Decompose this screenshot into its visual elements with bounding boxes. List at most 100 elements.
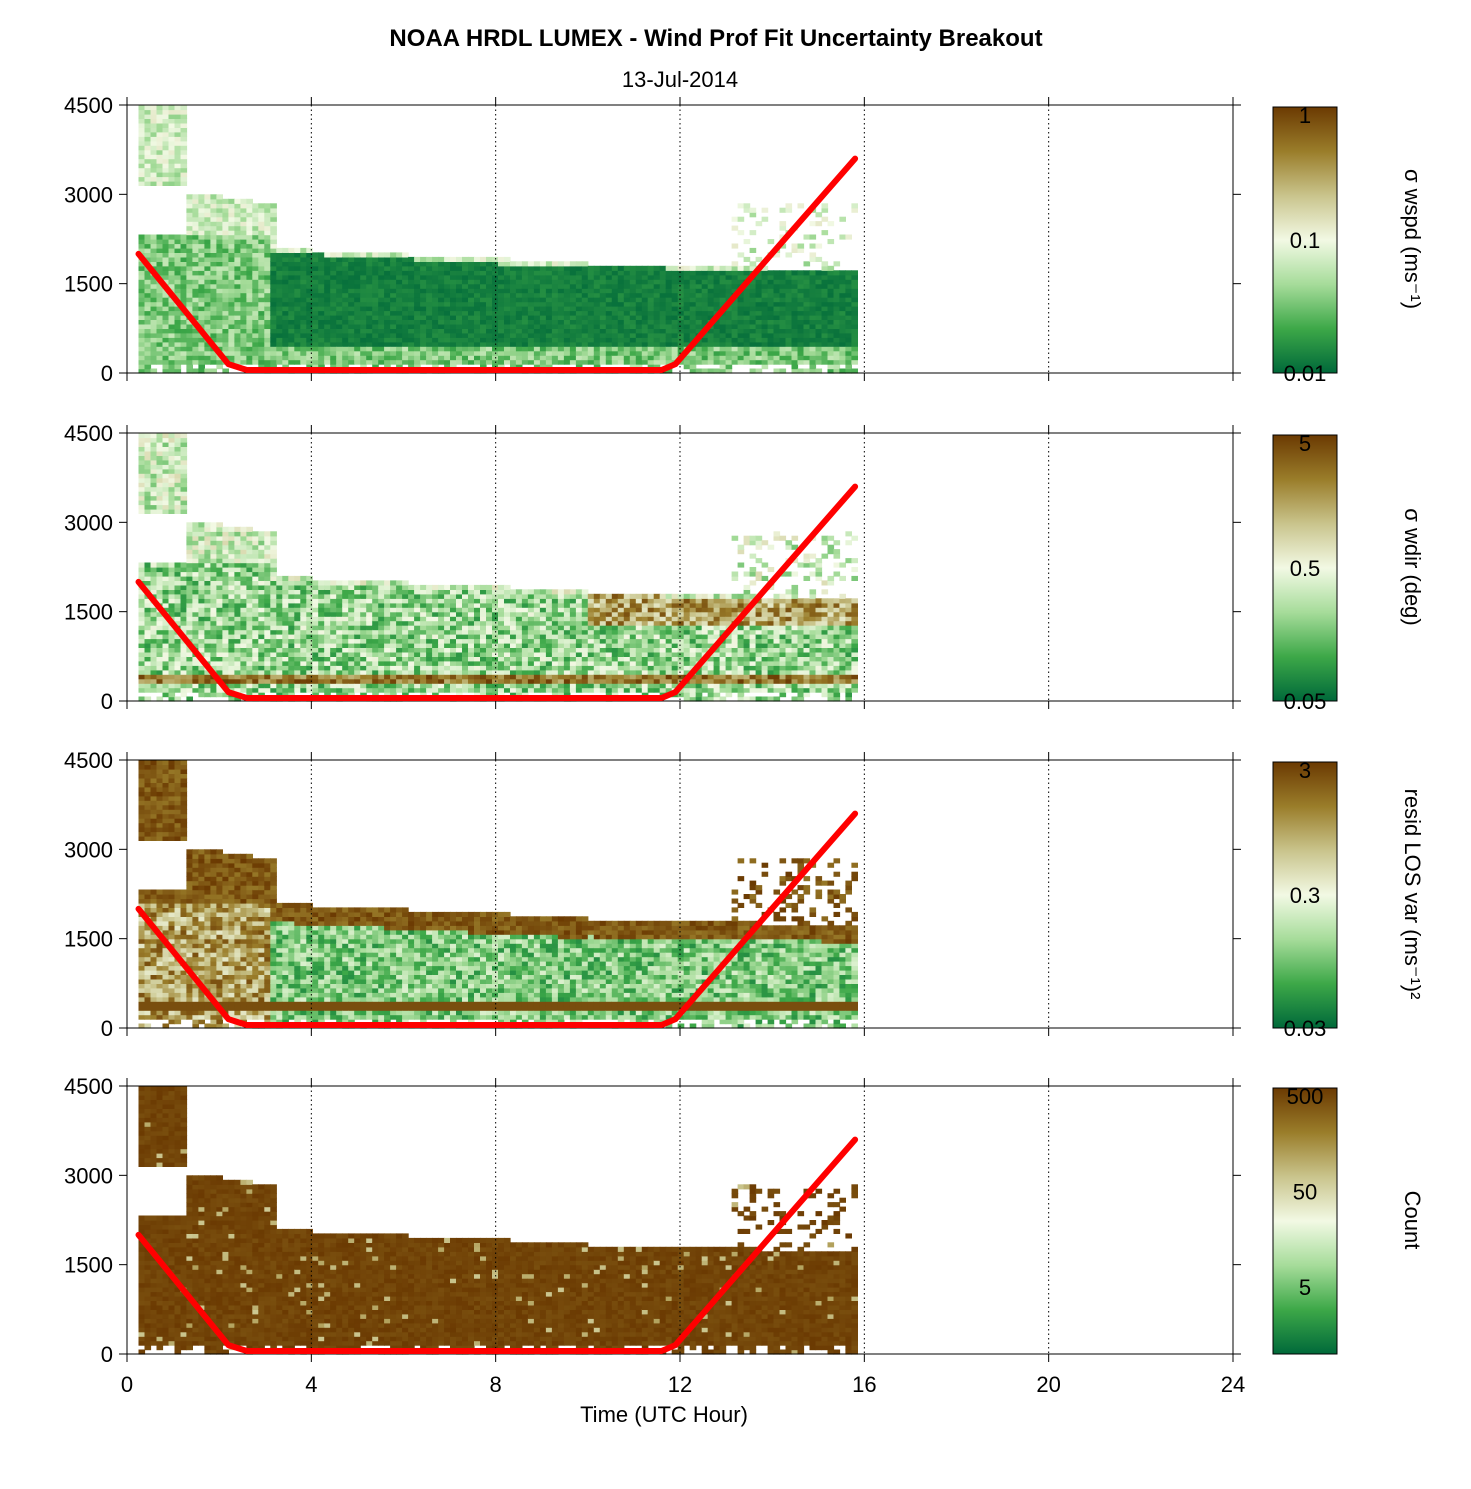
heatmap-cell — [456, 341, 463, 347]
heatmap-cell — [204, 616, 211, 622]
heatmap-cell — [384, 314, 391, 320]
heatmap-cell — [737, 310, 745, 316]
heatmap-cell — [468, 297, 475, 303]
heatmap-cell — [515, 265, 523, 271]
heatmap-cell — [557, 346, 565, 352]
heatmap-cell — [402, 306, 409, 312]
heatmap-cell — [402, 252, 409, 258]
heatmap-cell — [318, 337, 325, 343]
heatmap-cell — [486, 306, 493, 312]
heatmap-cell — [156, 441, 164, 447]
heatmap-cell — [186, 341, 193, 347]
heatmap-cell — [384, 252, 391, 258]
heatmap-cell — [222, 328, 229, 334]
heatmap-cell — [527, 328, 535, 334]
heatmap-cell — [504, 279, 511, 285]
heatmap-cell — [198, 544, 205, 550]
heatmap-cell — [168, 256, 176, 262]
heatmap-cell — [545, 274, 553, 280]
heatmap-cell — [234, 270, 241, 276]
heatmap-cell — [611, 292, 619, 298]
heatmap-cell — [402, 319, 409, 325]
heatmap-cell — [294, 660, 301, 666]
heatmap-cell — [288, 310, 295, 316]
heatmap-cell — [312, 687, 319, 693]
heatmap-cell — [198, 323, 205, 329]
heatmap-cell — [414, 598, 421, 604]
heatmap-cell — [204, 611, 211, 617]
heatmap-cell — [186, 198, 193, 204]
heatmap-cell — [671, 310, 679, 316]
heatmap-cell — [342, 638, 349, 644]
heatmap-cell — [234, 535, 241, 541]
heatmap-cell — [342, 274, 349, 280]
heatmap-cell — [228, 212, 235, 218]
heatmap-cell — [168, 109, 176, 115]
heatmap-cell — [180, 642, 188, 648]
heatmap-cell — [402, 607, 409, 613]
heatmap-cell — [168, 495, 176, 501]
heatmap-cell — [216, 261, 223, 267]
heatmap-cell — [845, 283, 852, 289]
heatmap-cell — [324, 292, 331, 298]
heatmap-cell — [204, 310, 211, 316]
heatmap-cell — [336, 687, 343, 693]
heatmap-cell — [240, 553, 247, 559]
heatmap-cell — [258, 638, 265, 644]
heatmap-cell — [378, 288, 385, 294]
heatmap-cell — [222, 288, 229, 294]
heatmap-cell — [264, 279, 271, 285]
heatmap-cell — [605, 306, 613, 312]
heatmap-cell — [204, 194, 211, 200]
heatmap-cell — [150, 571, 158, 577]
heatmap-cell — [192, 207, 199, 213]
heatmap-cell — [575, 341, 583, 347]
heatmap-cell — [342, 341, 349, 347]
heatmap-cell — [641, 341, 649, 347]
heatmap-cell — [222, 319, 229, 325]
heatmap-cell — [378, 306, 385, 312]
heatmap-cell — [216, 283, 223, 289]
heatmap-cell — [198, 531, 205, 537]
heatmap-cell — [252, 625, 259, 631]
heatmap-cell — [216, 656, 223, 662]
heatmap-cell — [563, 261, 571, 267]
heatmap-cell — [432, 261, 439, 267]
heatmap-cell — [174, 346, 182, 352]
heatmap-cell — [276, 346, 283, 352]
heatmap-cell — [216, 553, 223, 559]
heatmap-cell — [336, 683, 343, 689]
heatmap-cell — [468, 332, 475, 338]
heatmap-cell — [180, 131, 188, 137]
heatmap-cell — [282, 602, 289, 608]
heatmap-cell — [629, 301, 637, 307]
heatmap-cell — [426, 341, 433, 347]
heatmap-cell — [324, 323, 331, 329]
heatmap-cell — [378, 593, 385, 599]
heatmap-cell — [432, 328, 439, 334]
heatmap-cell — [174, 355, 182, 361]
heatmap-cell — [390, 687, 397, 693]
heatmap-cell — [294, 683, 301, 689]
heatmap-cell — [180, 687, 188, 693]
heatmap-cell — [414, 683, 421, 689]
heatmap-cell — [264, 642, 271, 648]
heatmap-cell — [156, 261, 164, 267]
heatmap-cell — [827, 279, 835, 285]
heatmap-cell — [258, 687, 265, 693]
heatmap-cell — [168, 634, 176, 640]
heatmap-cell — [240, 279, 247, 285]
heatmap-cell — [186, 593, 193, 599]
heatmap-cell — [575, 265, 583, 271]
heatmap-cell — [156, 642, 164, 648]
heatmap-cell — [701, 270, 709, 276]
heatmap-cell — [306, 319, 313, 325]
heatmap-cell — [354, 265, 361, 271]
heatmap-cell — [180, 575, 188, 581]
heatmap-cell — [180, 508, 188, 514]
heatmap-cell — [246, 310, 253, 316]
heatmap-cell — [641, 292, 649, 298]
heatmap-cell — [372, 337, 379, 343]
heatmap-cell — [378, 270, 385, 276]
heatmap-cell — [156, 328, 164, 334]
